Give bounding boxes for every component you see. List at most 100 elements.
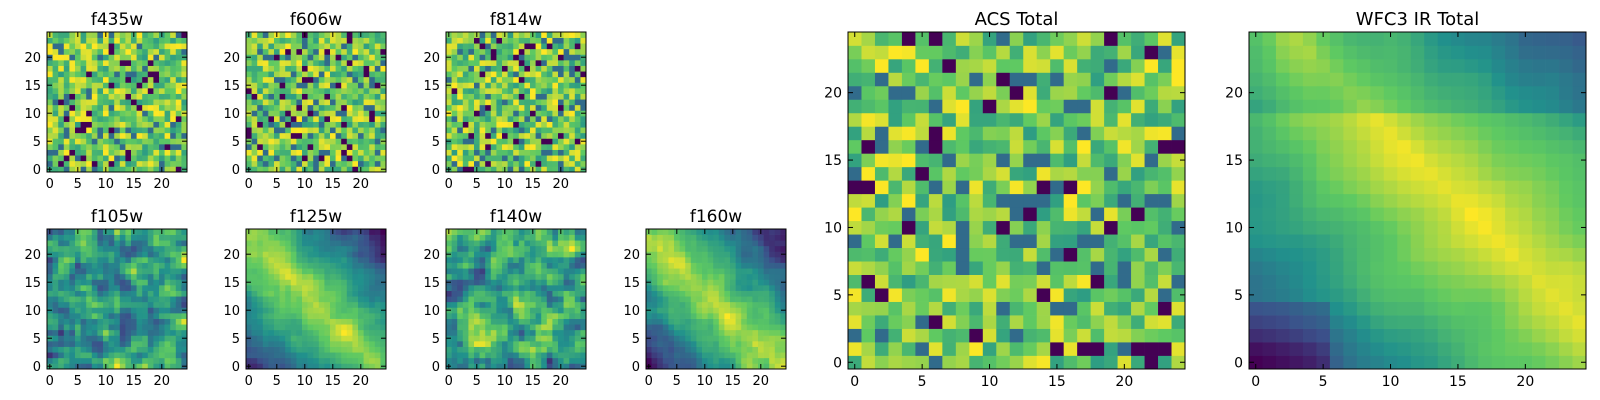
heatmap-cell — [170, 357, 177, 364]
heatmap-cell — [1144, 342, 1159, 356]
heatmap-cell — [285, 60, 292, 66]
heatmap-cell — [80, 285, 87, 291]
heatmap-cell — [307, 60, 314, 66]
heatmap-cell — [346, 48, 353, 55]
y-tick-label: 20 — [24, 51, 41, 66]
heatmap-cell — [524, 357, 531, 364]
heatmap-cell — [352, 76, 359, 83]
heatmap-cell — [47, 149, 53, 156]
heatmap-cell — [97, 121, 104, 128]
heatmap-cell — [479, 329, 486, 336]
heatmap-cell — [346, 110, 353, 117]
y-tick-label: 10 — [423, 107, 440, 122]
heatmap-cell — [58, 132, 65, 139]
heatmap-cell — [153, 71, 160, 78]
heatmap-cell — [746, 273, 753, 280]
heatmap-cell — [690, 257, 697, 263]
heatmap-cell — [942, 153, 957, 168]
heatmap-cell — [164, 48, 171, 55]
heatmap-cell — [257, 160, 264, 167]
heatmap-cell — [114, 138, 121, 145]
heatmap-cell — [513, 166, 520, 173]
heatmap-cell — [257, 346, 264, 353]
heatmap-cell — [181, 127, 188, 134]
heatmap-cell — [541, 262, 548, 269]
heatmap-cell — [47, 160, 53, 167]
heatmap-cell — [507, 76, 514, 83]
heatmap-cell — [468, 76, 475, 83]
heatmap-cell — [159, 262, 165, 269]
heatmap-cell — [552, 132, 559, 139]
heatmap-cell — [352, 88, 359, 94]
heatmap-cell — [175, 71, 182, 78]
heatmap-cell — [479, 324, 486, 331]
heatmap-cell — [324, 37, 331, 44]
heatmap-cell — [888, 261, 903, 275]
heatmap-cell — [125, 60, 132, 66]
heatmap-cell — [546, 65, 553, 72]
heatmap-cell — [91, 93, 98, 100]
heatmap-cell — [774, 357, 781, 364]
heatmap-cell — [763, 329, 770, 336]
heatmap-cell — [318, 268, 325, 275]
heatmap-cell — [302, 116, 308, 122]
heatmap-cell — [651, 240, 658, 247]
heatmap-cell — [1050, 288, 1065, 302]
heatmap-cell — [651, 329, 658, 336]
heatmap-cell — [346, 357, 353, 364]
heatmap-cell — [86, 273, 93, 280]
heatmap-cell — [369, 240, 376, 247]
heatmap-cell — [942, 328, 957, 343]
heatmap-cell — [674, 335, 680, 342]
heatmap-cell — [313, 132, 320, 139]
heatmap-cell — [574, 132, 581, 139]
heatmap-cell — [1077, 247, 1091, 262]
heatmap-cell — [103, 37, 109, 44]
heatmap-cell — [103, 155, 109, 162]
heatmap-cell — [1023, 328, 1038, 343]
heatmap-cell — [569, 285, 576, 291]
heatmap-cell — [468, 166, 475, 173]
heatmap-cell — [541, 307, 548, 314]
heatmap-cell — [718, 290, 725, 297]
heatmap-cell — [142, 324, 149, 331]
heatmap-cell — [513, 273, 520, 280]
heatmap-cell — [574, 138, 581, 145]
heatmap-cell — [546, 363, 553, 370]
heatmap-cell — [103, 346, 109, 353]
heatmap-cell — [63, 229, 70, 235]
heatmap-cell — [119, 301, 126, 308]
heatmap-cell — [313, 99, 320, 106]
heatmap-cell — [668, 262, 675, 269]
heatmap-cell — [147, 318, 154, 325]
heatmap-cell — [358, 273, 364, 280]
heatmap-cell — [63, 32, 70, 38]
heatmap-cell — [462, 121, 469, 128]
heatmap-cell — [774, 313, 781, 319]
heatmap-cell — [735, 335, 742, 342]
heatmap-cell — [302, 245, 308, 252]
heatmap-cell — [558, 132, 564, 139]
heatmap-cell — [352, 110, 359, 117]
heatmap-cell — [47, 132, 53, 139]
heatmap-cell — [251, 48, 258, 55]
heatmap-cell — [485, 285, 492, 291]
heatmap-cell — [1009, 315, 1024, 329]
heatmap-cell — [374, 229, 381, 235]
heatmap-cell — [108, 229, 115, 235]
heatmap-cell — [485, 257, 492, 263]
heatmap-cell — [330, 329, 336, 336]
heatmap-cell — [457, 60, 464, 66]
heatmap-cell — [569, 76, 576, 83]
heatmap-cell — [69, 155, 76, 162]
heatmap-cell — [479, 104, 486, 111]
heatmap-cell — [707, 329, 714, 336]
heatmap-cell — [374, 352, 381, 359]
heatmap-cell — [153, 166, 160, 173]
heatmap-cell — [524, 363, 531, 370]
heatmap-cell — [103, 251, 109, 258]
heatmap-cell — [318, 37, 325, 44]
heatmap-cell — [279, 127, 286, 134]
heatmap-cell — [103, 82, 109, 89]
